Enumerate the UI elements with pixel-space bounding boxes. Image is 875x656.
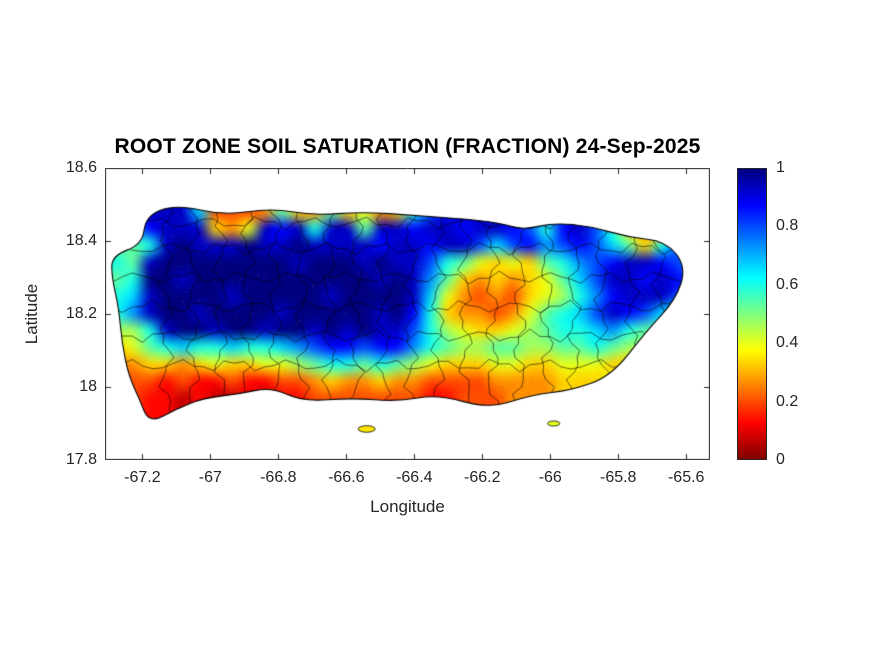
x-tick-label: -66.4 — [396, 469, 433, 486]
y-tick-label: 18.2 — [65, 305, 97, 322]
puerto-rico-saturation-map-canvas — [105, 168, 710, 460]
chart-title: ROOT ZONE SOIL SATURATION (FRACTION) 24-… — [114, 135, 701, 158]
x-tick-label: -65.8 — [599, 469, 637, 486]
colorbar-tick-label: 0 — [776, 451, 785, 468]
colorbar-tick-label: 0.4 — [776, 334, 799, 352]
y-tick-label: 17.8 — [65, 451, 97, 468]
colorbar-tick-label: 0.8 — [776, 217, 799, 235]
colorbar-tick-label: 0.6 — [776, 275, 799, 293]
x-tick-label: -67.2 — [124, 469, 161, 486]
x-tick-label: -67 — [198, 469, 222, 486]
y-tick-label: 18.6 — [65, 159, 97, 176]
plot-area — [105, 168, 710, 460]
x-tick-label: -65.6 — [667, 469, 705, 486]
colorbar — [737, 168, 767, 460]
colorbar-tick-label: 0.2 — [776, 392, 799, 410]
y-tick-label: 18 — [79, 378, 97, 395]
x-tick-label: -66.8 — [260, 469, 297, 486]
x-axis-label: Longitude — [370, 497, 445, 516]
x-tick-label: -66.6 — [328, 469, 365, 486]
colorbar-tick-label: 1 — [776, 159, 785, 176]
x-tick-label: -66 — [538, 469, 562, 486]
x-tick-label: -66.2 — [464, 469, 501, 486]
y-tick-label: 18.4 — [65, 232, 97, 249]
